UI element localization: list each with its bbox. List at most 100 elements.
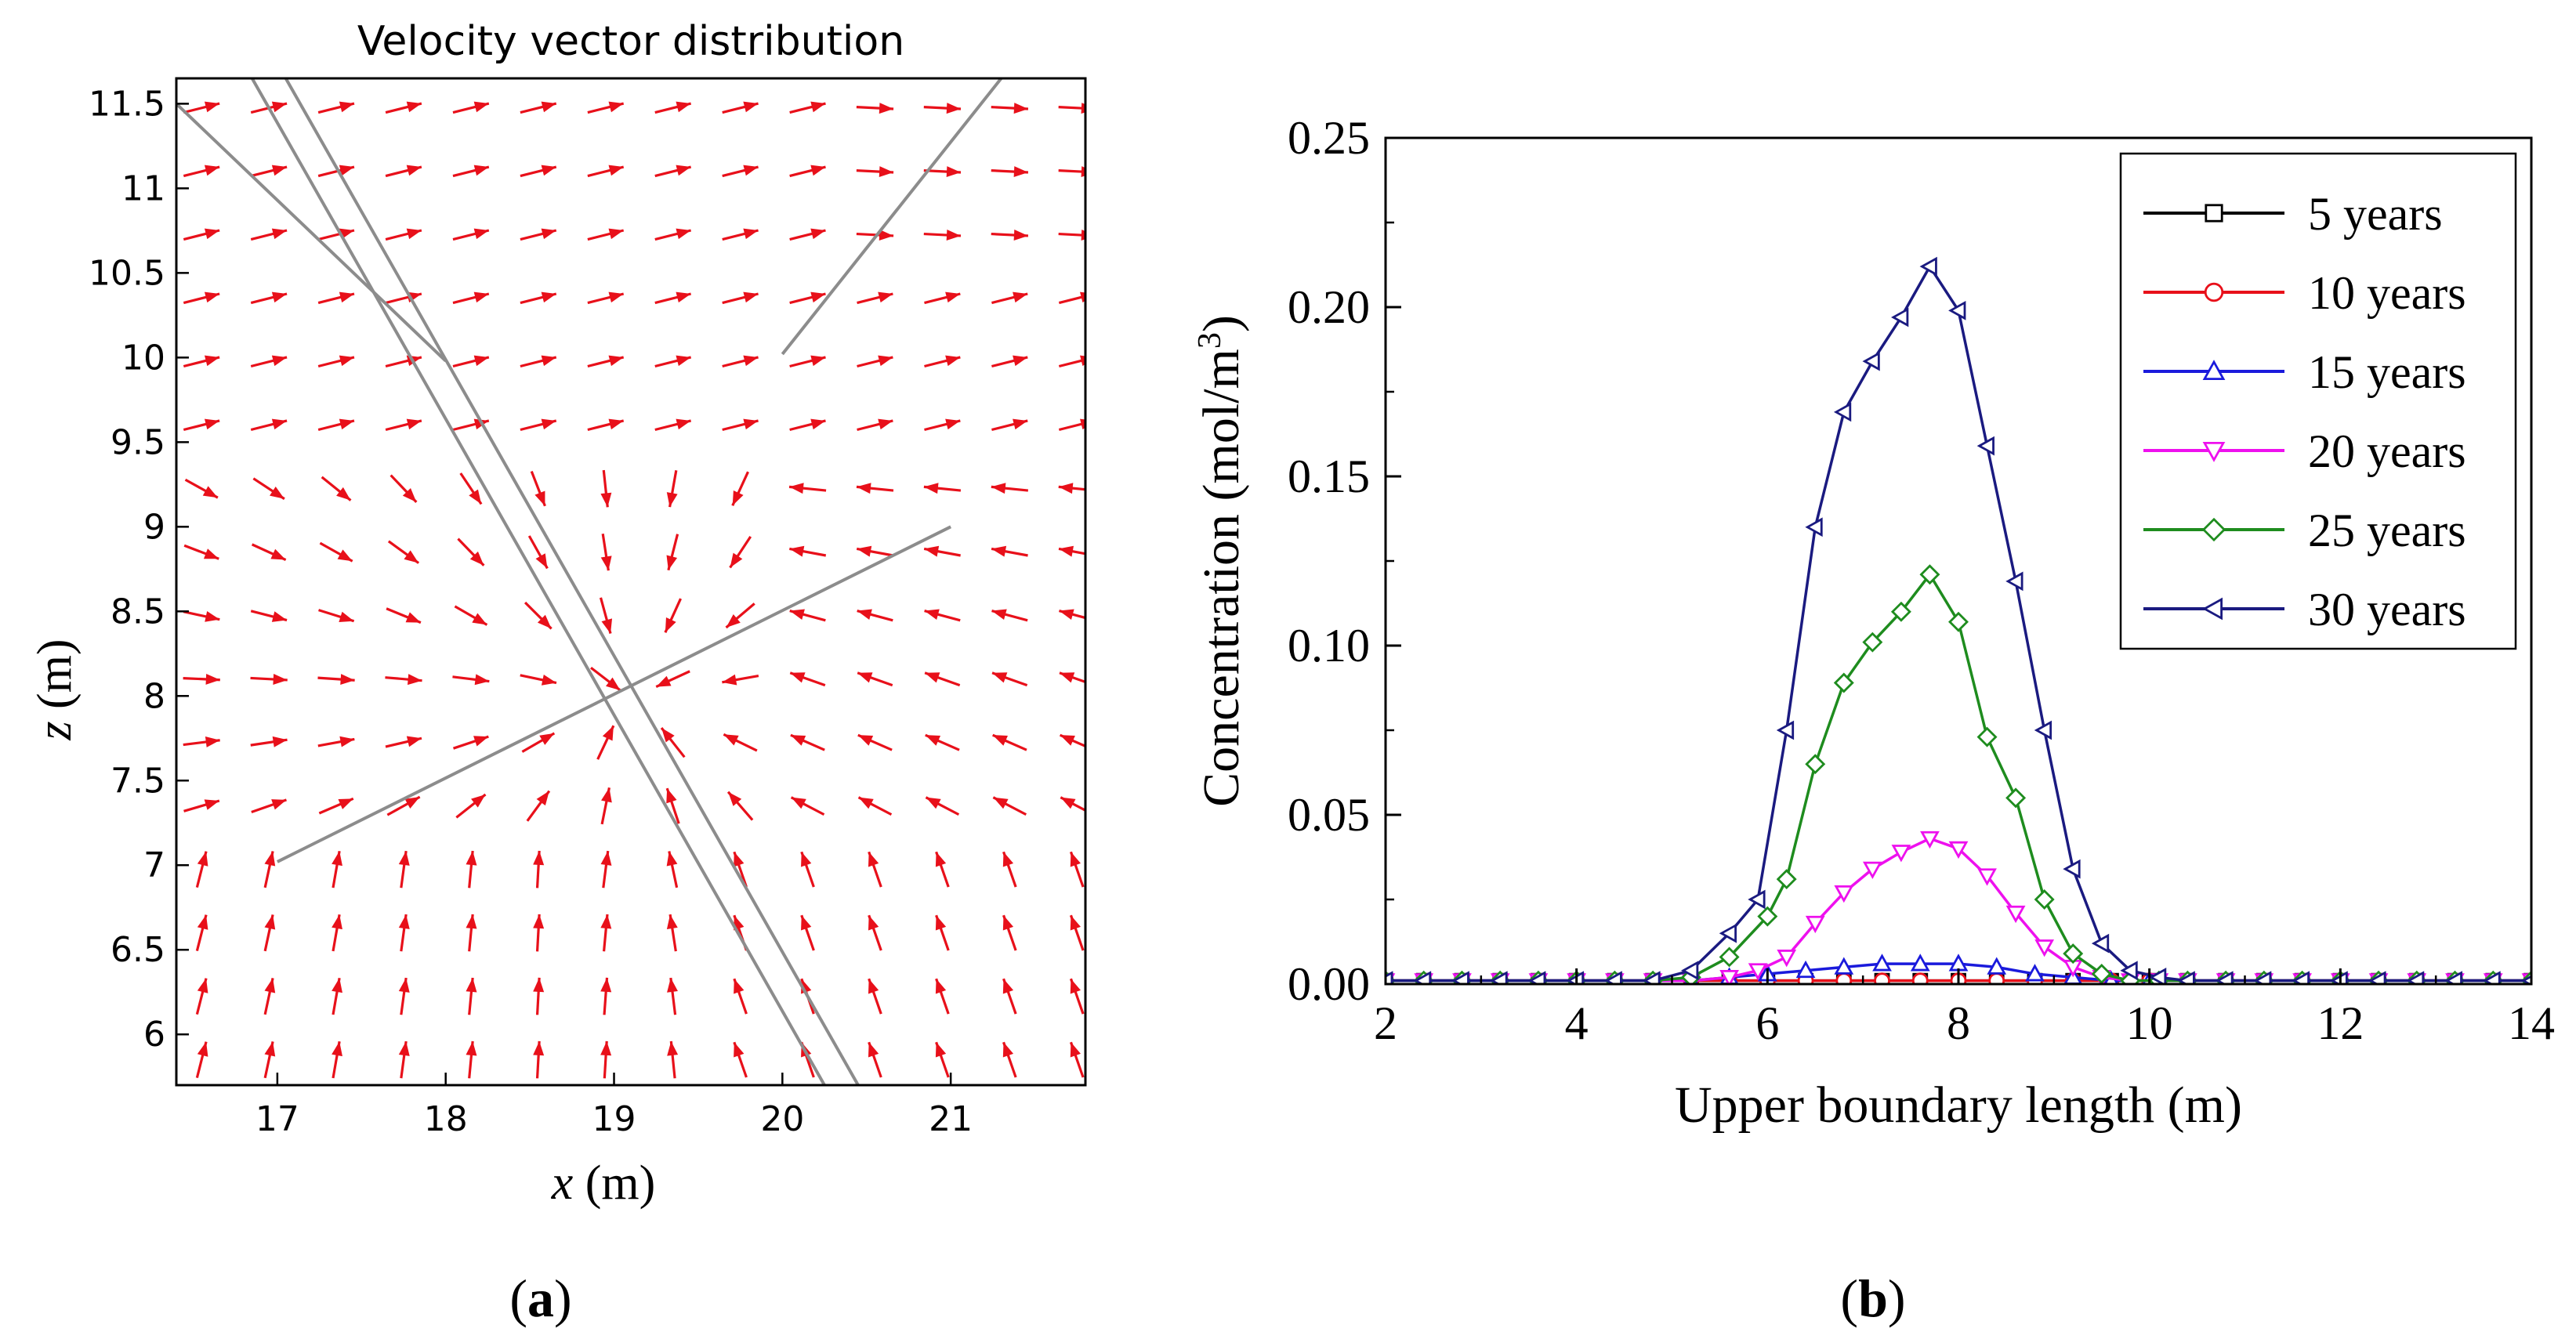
vector-arrow [319,541,353,563]
y-tick-label: 9 [143,507,165,547]
data-point [1987,957,2007,975]
legend-entry: 5 years [2143,188,2443,240]
vector-arrow [722,355,759,368]
legend-entry: 20 years [2143,425,2466,477]
vector-arrow [789,101,826,114]
vector-arrow [666,534,679,571]
vector-arrow [600,850,612,888]
vector-arrow [452,674,490,686]
data-point [1862,861,1882,880]
vector-arrow [925,796,960,816]
vector-arrow [991,609,1028,622]
data-point [1919,564,1940,585]
vector-arrow [183,799,220,812]
vector-arrow [533,914,545,952]
vector-arrow [317,101,355,114]
vector-arrow [788,483,827,494]
vector-arrow [935,914,950,951]
vector-arrow [466,977,477,1015]
data-point [2205,204,2223,223]
vector-arrow [195,914,208,952]
vector-arrow [789,228,826,241]
vector-arrow [722,101,759,114]
vector-arrow [318,609,355,623]
data-point [2368,971,2386,984]
vector-arrow [654,418,692,432]
legend-entry: 25 years [2143,505,2466,556]
vector-arrow [452,228,490,241]
fracture-line [176,102,447,363]
vector-arrow [991,545,1028,557]
vector-arrow [733,1041,748,1078]
data-point [1413,971,1432,984]
x-tick-label: 8 [1947,997,1970,1049]
vector-arrow [924,418,961,432]
vector-arrow [530,471,546,507]
vector-arrow [332,914,342,952]
fracture-line [284,78,860,1085]
data-point [1719,923,1737,943]
vector-arrow [533,850,545,888]
data-point [1976,726,1998,747]
vector-arrow [1069,851,1085,888]
legend-label: 5 years [2308,188,2443,240]
legend-label: 15 years [2308,346,2466,398]
vector-arrow [317,291,355,305]
y-tick-label: 7.5 [111,761,165,801]
vector-arrow [789,545,827,557]
vector-arrow [524,601,553,630]
vector-arrow [935,1041,950,1078]
vector-arrow [667,1040,679,1079]
vector-arrow [183,291,220,305]
vector-arrow [526,790,551,822]
vector-arrow [935,978,950,1015]
vector-arrow [520,674,557,686]
vector-arrow [590,666,621,692]
vector-arrow [452,355,490,368]
vector-arrow [263,978,276,1015]
vector-arrow [789,291,826,305]
data-point [1795,960,1816,979]
vector-arrow [857,796,893,816]
vector-arrow [991,166,1029,178]
y-tick-label: 6 [143,1015,165,1055]
x-tick-label: 19 [592,1099,636,1139]
vector-arrow [332,850,342,888]
data-point [1776,720,1795,740]
y-tick-label: 0.00 [1288,958,1370,1010]
vector-arrow [991,355,1028,368]
x-tick-label: 17 [255,1099,299,1139]
vector-arrow [398,1040,410,1079]
vector-arrow [521,732,556,753]
vector-arrow [666,470,678,508]
plot-frame [175,77,1087,1087]
panel-b-line-chart: 2 4 6 8 10 12 14 0.00 0.05 0.10 0.15 0.20 0.25 Uppe… [1192,112,2555,1328]
x-tick-label: 6 [1755,997,1779,1049]
vector-arrow [385,165,422,178]
vector-arrow [655,670,690,689]
vector-arrow [924,609,961,622]
vector-arrow [250,418,288,432]
y-tick-label: 0.05 [1288,789,1370,841]
y-tick-label: 9.5 [111,422,165,462]
vector-arrow [587,291,625,305]
vector-arrow [1002,914,1017,951]
x-tick-label: 4 [1565,997,1589,1049]
vector-arrow [924,291,961,305]
y-axis-label: z (m) [28,639,82,740]
vector-arrow [991,103,1029,114]
legend-label: 20 years [2308,425,2466,477]
vector-arrow [856,545,894,557]
y-tick-label: 0.25 [1288,112,1370,164]
vector-arrow [868,914,882,951]
vector-arrow [722,291,759,305]
vector-arrow [599,597,613,635]
vector-arrow [1060,796,1085,812]
vector-arrow [317,674,355,686]
vector-arrow [459,472,483,505]
vector-arrow [660,727,686,758]
vector-arrow [600,977,612,1015]
vector-arrow [600,1040,612,1079]
data-point [1833,672,1854,693]
vector-arrow [452,101,490,114]
